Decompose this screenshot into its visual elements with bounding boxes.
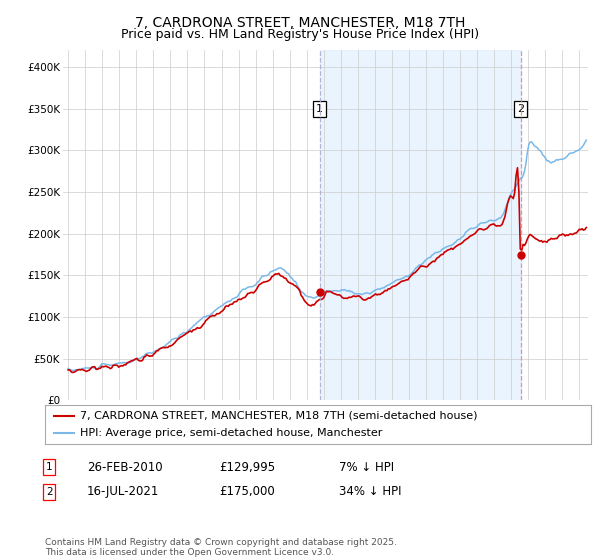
Text: 2: 2 (46, 487, 53, 497)
Text: 7, CARDRONA STREET, MANCHESTER, M18 7TH: 7, CARDRONA STREET, MANCHESTER, M18 7TH (135, 16, 465, 30)
Text: 16-JUL-2021: 16-JUL-2021 (87, 485, 160, 498)
Text: HPI: Average price, semi-detached house, Manchester: HPI: Average price, semi-detached house,… (80, 428, 383, 438)
Text: 34% ↓ HPI: 34% ↓ HPI (339, 485, 401, 498)
Text: 1: 1 (316, 104, 323, 114)
Bar (320, 50, 521, 400)
Text: Price paid vs. HM Land Registry's House Price Index (HPI): Price paid vs. HM Land Registry's House … (121, 28, 479, 41)
Text: Contains HM Land Registry data © Crown copyright and database right 2025.
This d: Contains HM Land Registry data © Crown c… (45, 538, 397, 557)
Text: £175,000: £175,000 (219, 485, 275, 498)
Text: 26-FEB-2010: 26-FEB-2010 (87, 460, 163, 474)
Text: £129,995: £129,995 (219, 460, 275, 474)
Text: 7% ↓ HPI: 7% ↓ HPI (339, 460, 394, 474)
Text: 1: 1 (46, 462, 53, 472)
Text: 7, CARDRONA STREET, MANCHESTER, M18 7TH (semi-detached house): 7, CARDRONA STREET, MANCHESTER, M18 7TH … (80, 410, 478, 421)
Text: 2: 2 (517, 104, 524, 114)
